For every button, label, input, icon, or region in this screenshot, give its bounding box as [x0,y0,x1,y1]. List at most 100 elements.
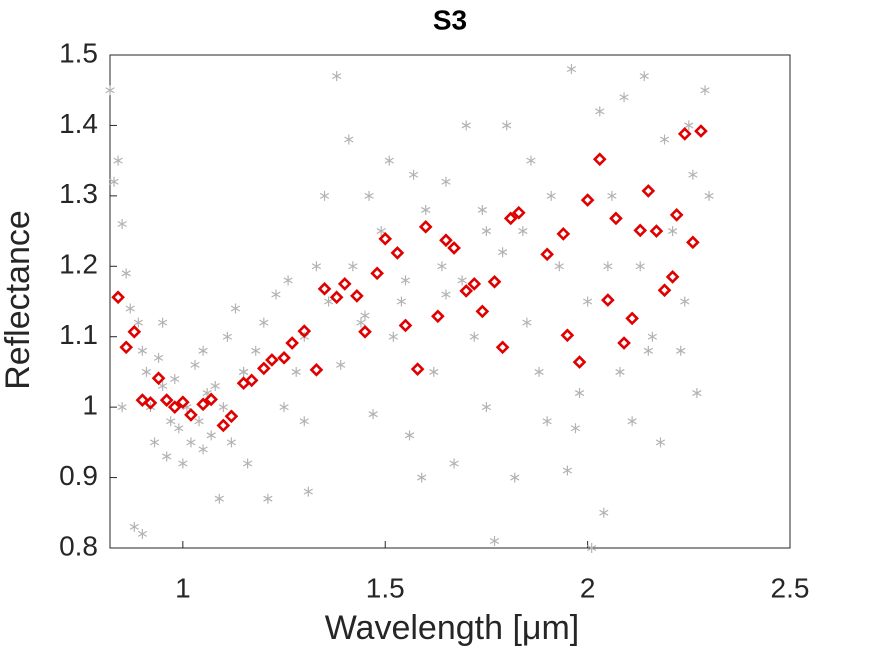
gray-point [562,465,573,476]
gray-point [194,416,204,427]
red-point [572,355,587,369]
red-point [467,277,482,291]
red-point [431,309,445,324]
gray-point [186,437,196,448]
red-point [686,235,700,250]
gray-point [534,366,544,377]
gray-point [408,169,419,180]
red-point [641,184,656,198]
red-point [633,223,648,238]
gray-point [461,120,471,131]
red-point [244,373,259,388]
gray-point [311,261,322,272]
gray-point [242,458,253,469]
gray-point [522,317,532,328]
gray-point [174,423,184,434]
gray-point [688,169,698,180]
gray-point [417,472,427,483]
gray-point [554,261,564,272]
gray-point [518,226,528,237]
gray-point [198,444,208,455]
gray-point [218,402,228,413]
x-axis-label: Wavelength [μm] [325,609,580,647]
gray-point [647,331,658,342]
gray-point [421,204,431,215]
gray-point [178,458,188,469]
gray-point [607,190,617,201]
gray-point [603,261,613,272]
red-point [609,211,623,226]
gray-point [303,486,313,497]
gray-point [570,423,581,434]
red-point [151,371,166,386]
gray-point [299,416,309,427]
red-point [657,283,672,298]
gray-point [109,176,119,187]
red-point [540,247,554,262]
gray-point [198,345,208,356]
gray-point [226,437,237,448]
red-point [265,353,279,367]
gray-point [141,366,152,377]
gray-point [574,388,585,399]
gray-point [190,359,200,370]
gray-point [481,226,492,237]
gray-point [279,402,289,413]
red-point [119,340,134,355]
gray-point [481,402,492,413]
y-tick-label: 1.5 [59,37,98,68]
gray-point [643,345,653,356]
y-tick-label: 1 [82,390,98,421]
gray-point [323,296,334,307]
red-point [176,395,190,410]
red-point [204,392,219,407]
gray-point [388,331,398,342]
y-tick-label: 1.3 [59,178,98,209]
gray-point [283,275,293,286]
red-point [601,293,615,307]
gray-point [595,106,605,117]
red-point [398,318,413,333]
gray-point [449,458,459,469]
gray-point [627,416,637,427]
gray-point [680,296,690,307]
red-point [665,270,680,284]
chart-title: S3 [433,4,467,35]
gray-point [117,219,127,230]
gray-point [441,289,451,300]
y-tick-label: 1.1 [59,319,98,350]
gray-point [400,275,411,286]
gray-point [356,317,366,328]
gray-point [489,535,500,546]
red-point [592,152,607,167]
gray-point [332,71,342,82]
red-point [677,127,692,141]
gray-point [404,430,415,441]
gray-point [251,345,261,356]
gray-point [615,366,625,377]
red-point [410,362,425,376]
gray-point [639,71,649,82]
gray-point [336,359,346,370]
gray-point [291,366,301,377]
gray-point [526,155,536,166]
red-point [439,233,453,248]
red-point [196,397,210,412]
gray-point [704,190,714,201]
gray-point [376,226,386,237]
red-point [511,205,526,220]
gray-point [546,190,556,201]
gray-point [457,275,467,286]
red-point [297,324,312,338]
gray-point [368,409,378,420]
gray-point [566,64,577,75]
y-tick-label: 0.9 [59,460,98,491]
red-point [617,336,631,350]
red-point [256,361,271,376]
gray-point [502,120,512,131]
gray-point [210,381,220,392]
x-tick-label: 1.5 [366,572,405,603]
y-tick-label: 1.2 [59,249,98,280]
gray-point [429,366,439,377]
gray-point [133,317,143,328]
